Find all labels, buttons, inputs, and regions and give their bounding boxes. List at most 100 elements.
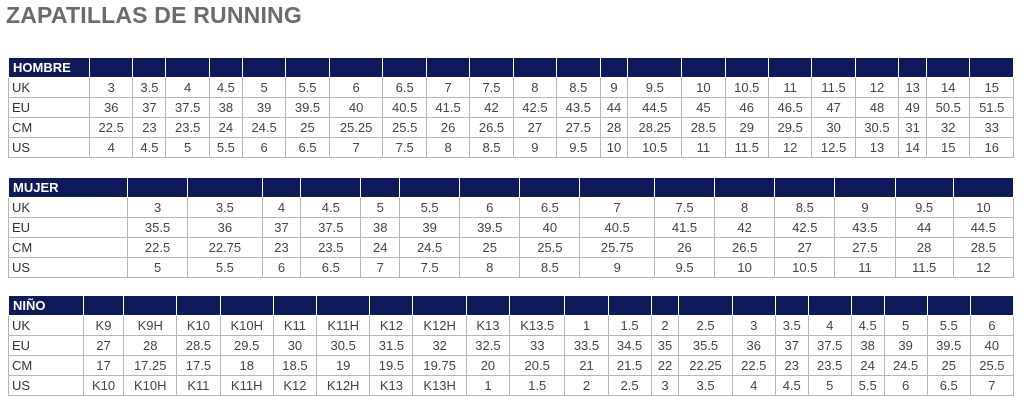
size-cell: 4	[88, 137, 134, 158]
size-cell: 39.5	[459, 217, 521, 238]
size-cell: 34.5	[607, 335, 652, 356]
row-label: EU	[8, 217, 128, 238]
size-cell: 25	[459, 237, 521, 258]
size-cell: K12H	[412, 315, 467, 336]
size-cell: 21	[564, 355, 609, 376]
size-cell: 3	[126, 197, 189, 218]
size-cell: 35.5	[678, 335, 733, 356]
size-cell: 4	[807, 315, 852, 336]
header-cell	[88, 58, 134, 78]
size-cell: 2	[564, 375, 609, 396]
size-cell: 1.5	[607, 315, 652, 336]
size-cell: 28.5	[681, 117, 726, 138]
size-cell: 5.5	[285, 77, 330, 98]
header-cell	[465, 296, 510, 316]
size-cell: 30.5	[854, 117, 900, 138]
size-cell: 6.5	[926, 375, 971, 396]
size-cell: K9	[82, 315, 125, 336]
table-label: HOMBRE	[8, 58, 90, 78]
size-cell: 23.5	[807, 355, 852, 376]
size-cell: 8	[425, 137, 471, 158]
size-cell: 35	[650, 335, 680, 356]
size-row: UK 3 3.5 4 4.5 5 5.5 6 6.5 7 7.5 8 8.5 9 9.5 10 10.5 11 11…	[8, 77, 1014, 98]
header-cell	[894, 178, 954, 198]
size-cell: 41.5	[653, 217, 716, 238]
size-table: NIÑO UK K9 K9H K10 K10H K11 K11H K12 K12H K13 K13.5…	[8, 296, 1015, 396]
size-cell: 6.5	[285, 137, 330, 158]
size-cell: 23	[261, 237, 302, 258]
size-cell: 19	[315, 355, 371, 376]
size-cell: 5.5	[926, 315, 971, 336]
size-cell: 4.5	[132, 137, 167, 158]
header-cell	[564, 296, 609, 316]
header-cell	[219, 296, 274, 316]
size-cell: 8.5	[774, 197, 836, 218]
row-label: UK	[8, 315, 84, 336]
size-cell: 40	[969, 335, 1015, 356]
size-cell: 17.5	[176, 355, 221, 376]
header-row: MUJER	[8, 178, 1015, 198]
size-row: CM 22.5 23 23.5 24 24.5 25 25.25 25.5 26 26.5 27 27.…	[8, 117, 1014, 138]
header-row: NIÑO	[8, 296, 1015, 316]
size-cell: 40.5	[579, 217, 655, 238]
size-cell: 8.5	[519, 257, 581, 278]
size-cell: 12	[952, 257, 1015, 278]
header-cell	[969, 296, 1015, 316]
row-label: US	[8, 137, 90, 158]
header-cell	[315, 296, 371, 316]
size-cell: 8	[714, 197, 776, 218]
size-cell: 20	[465, 355, 510, 376]
size-cell: 42.5	[512, 97, 558, 118]
size-cell: 8.5	[556, 77, 601, 98]
header-cell	[898, 58, 928, 78]
size-cell: K9H	[123, 315, 178, 336]
size-cell: 11.5	[894, 257, 954, 278]
size-cell: 7.5	[399, 257, 461, 278]
size-cell: 8.5	[469, 137, 514, 158]
size-cell: 27.5	[556, 117, 601, 138]
size-cell: K11	[176, 375, 221, 396]
size-cell: 22.25	[678, 355, 733, 376]
size-cell: 23	[132, 117, 167, 138]
header-cell	[519, 178, 581, 198]
size-row: EU 35.5 36 37 37.5 38 39 39.5 40 40.5 41.5 42 42.5 43…	[8, 217, 1015, 238]
size-cell: 42	[469, 97, 514, 118]
size-cell: 22.5	[731, 355, 776, 376]
page-title: ZAPATILLAS DE RUNNING	[6, 2, 302, 28]
size-cell: 39	[241, 97, 287, 118]
size-cell: K10H	[123, 375, 178, 396]
header-cell	[508, 296, 566, 316]
size-cell: 44	[599, 97, 629, 118]
size-cell: 9	[599, 77, 629, 98]
size-cell: 24	[208, 117, 243, 138]
size-cell: 6	[328, 77, 384, 98]
size-cell: K11H	[219, 375, 274, 396]
size-cell: 38	[208, 97, 243, 118]
size-cell: 27	[512, 117, 558, 138]
size-cell: 25.5	[969, 355, 1015, 376]
header-cell	[926, 296, 971, 316]
size-cell: 26	[425, 117, 471, 138]
size-cell: 43.5	[556, 97, 601, 118]
size-cell: 9.5	[653, 257, 716, 278]
size-cell: 13	[898, 77, 928, 98]
size-cell: K10H	[219, 315, 274, 336]
header-cell	[883, 296, 928, 316]
size-row: UK K9 K9H K10 K10H K11 K11H K12 K12H K13 K13.5 1 1.5…	[8, 315, 1015, 336]
header-cell	[653, 178, 716, 198]
size-cell: 29.5	[767, 117, 813, 138]
size-cell: 44.5	[952, 217, 1015, 238]
size-cell: 4.5	[300, 197, 362, 218]
size-cell: 37.5	[300, 217, 362, 238]
size-cell: 31.5	[369, 335, 414, 356]
header-cell	[731, 296, 776, 316]
size-cell: 40	[328, 97, 384, 118]
size-cell: K13H	[412, 375, 467, 396]
size-cell: 8	[459, 257, 521, 278]
size-cell: 26.5	[714, 237, 776, 258]
header-cell	[627, 58, 683, 78]
header-cell	[300, 178, 362, 198]
size-cell: 50.5	[926, 97, 971, 118]
header-cell	[272, 296, 318, 316]
